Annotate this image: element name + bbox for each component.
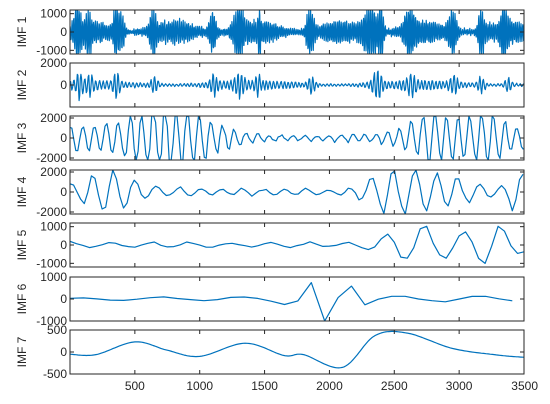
panel-7-frame — [69, 329, 525, 375]
ytick-label: 0 — [60, 238, 67, 252]
panel-2-ylabel: IMF 2 — [15, 69, 29, 100]
ytick-label: 2000 — [40, 165, 67, 179]
panel-7: -500 0 500 IMF 7 500 1000 1500 2000 2500 3000 3500 — [15, 323, 538, 393]
ytick-label: 0 — [60, 345, 67, 359]
xtick-label: 2500 — [381, 379, 408, 393]
ytick-label: 1000 — [40, 220, 67, 234]
ytick-label: 1000 — [40, 270, 67, 284]
ytick-label: 0 — [60, 78, 67, 92]
panel-1-ylabel: IMF 1 — [15, 16, 29, 47]
ytick-label: 500 — [47, 323, 67, 337]
ytick-label: -2000 — [36, 205, 67, 219]
xtick-label: 3000 — [446, 379, 473, 393]
ytick-label: -1000 — [36, 43, 67, 57]
panel-4-ylabel: IMF 4 — [15, 176, 29, 207]
panel-3: -2000 0 2000 IMF 3 — [15, 111, 525, 165]
imf-5-line — [70, 225, 524, 264]
ytick-label: -1000 — [36, 314, 67, 328]
ytick-label: 0 — [60, 131, 67, 145]
panel-4-frame — [69, 169, 525, 215]
ytick-label: -1000 — [36, 256, 67, 270]
panel-3-ylabel: IMF 3 — [15, 122, 29, 153]
ytick-label: -500 — [43, 367, 67, 381]
panel-6-ylabel: IMF 6 — [15, 283, 29, 314]
panel-7-ylabel: IMF 7 — [15, 336, 29, 367]
xtick-label: 1000 — [186, 379, 213, 393]
xtick-label: 3500 — [511, 379, 538, 393]
ytick-label: 2000 — [40, 111, 67, 125]
ytick-label: 0 — [60, 292, 67, 306]
ytick-label: 2000 — [40, 56, 67, 70]
ytick-label: 1000 — [40, 7, 67, 21]
imf-6-line — [70, 282, 513, 321]
panel-2: 0 2000 IMF 2 — [15, 56, 525, 108]
ytick-label: 0 — [60, 185, 67, 199]
imf-1-line — [70, 10, 524, 54]
xtick-label: 2000 — [316, 379, 343, 393]
xtick-label: 500 — [125, 379, 145, 393]
panel-1: -1000 0 1000 IMF 1 — [15, 7, 525, 57]
imf-2-line — [70, 70, 524, 102]
ytick-label: -2000 — [36, 151, 67, 165]
panel-5-ylabel: IMF 5 — [15, 229, 29, 260]
panel-5: -1000 0 1000 IMF 5 — [15, 220, 525, 270]
xtick-label: 1500 — [251, 379, 278, 393]
panel-6: -1000 0 1000 IMF 6 — [15, 270, 525, 328]
ytick-label: 0 — [60, 25, 67, 39]
imf-7-line — [70, 330, 524, 369]
panel-4: -2000 0 2000 IMF 4 — [15, 165, 525, 219]
imf-3-line — [70, 116, 524, 160]
imf-4-line — [70, 170, 524, 214]
